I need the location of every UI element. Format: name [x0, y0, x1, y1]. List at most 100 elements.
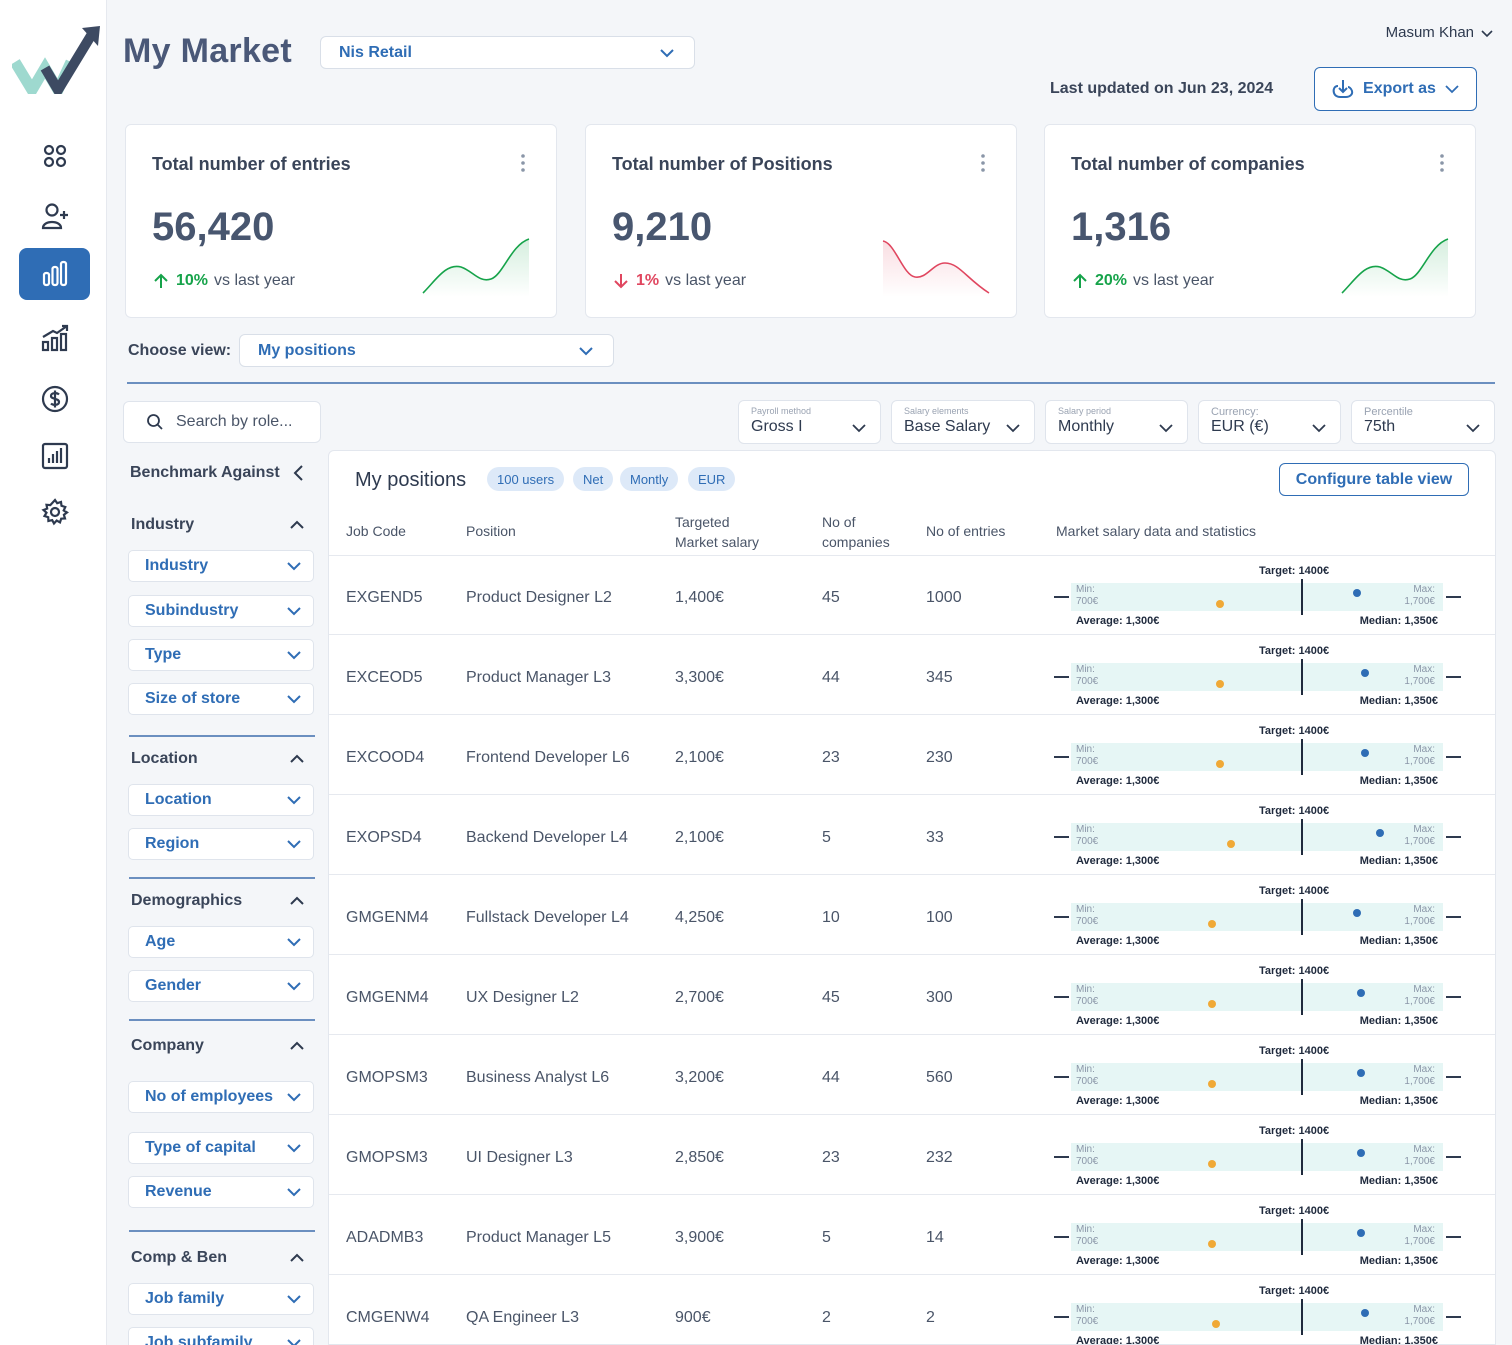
dashboard-icon[interactable] [19, 130, 90, 182]
table-row[interactable]: EXCEOD5 Product Manager L3 3,300€ 44 345 Targ… [329, 635, 1495, 715]
cell-job-code: CMGENW4 [346, 1309, 430, 1326]
payroll-method-select[interactable]: Payroll method Gross I [738, 400, 881, 444]
chevron-up-icon[interactable] [288, 1037, 306, 1055]
table-row[interactable]: GMOPSM3 UI Designer L3 2,850€ 23 232 Target: … [329, 1115, 1495, 1195]
filter-revenue[interactable]: Revenue [128, 1176, 314, 1208]
filter-no-of-employees[interactable]: No of employees [128, 1081, 314, 1113]
configure-table-button[interactable]: Configure table view [1279, 463, 1469, 496]
filter-industry[interactable]: Industry [128, 550, 314, 582]
table-row[interactable]: GMOPSM3 Business Analyst L6 3,200€ 44 560 Tar… [329, 1035, 1495, 1115]
target-label: Target: 1400€ [1259, 565, 1330, 577]
filter-job-family[interactable]: Job family [128, 1283, 314, 1315]
salary-elements-select[interactable]: Salary elements Base Salary [891, 400, 1035, 444]
max-label: Max: [1413, 584, 1435, 595]
user-name: Masum Khan [1385, 24, 1474, 41]
filter-type-of-capital[interactable]: Type of capital [128, 1132, 314, 1164]
average-marker [1208, 1000, 1217, 1008]
cell-targeted-salary: 3,200€ [675, 1069, 724, 1086]
target-label: Target: 1400€ [1259, 1205, 1330, 1217]
range-max: Max: 1,700€ [1404, 664, 1435, 688]
more-icon[interactable] [520, 153, 526, 173]
filter-gender[interactable]: Gender [128, 970, 314, 1002]
header-targeted-salary[interactable]: Targeted Market salary [675, 514, 760, 550]
section-comp-ben[interactable]: Comp & Ben [131, 1249, 227, 1266]
header-position[interactable]: Position [466, 523, 516, 539]
filter-label: Job subfamily [145, 1334, 253, 1345]
percentile-select[interactable]: Percentile 75th [1351, 400, 1495, 444]
range-whisker-left [1054, 836, 1069, 838]
table-row[interactable]: GMGENM4 UX Designer L2 2,700€ 45 300 Target: … [329, 955, 1495, 1035]
range-whisker-left [1054, 996, 1069, 998]
filter-label: Size of store [145, 690, 241, 707]
filter-size-of-store[interactable]: Size of store [128, 683, 314, 715]
filter-location[interactable]: Location [128, 784, 314, 816]
filter-label: Type of capital [145, 1139, 256, 1156]
table-row[interactable]: GMGENM4 Fullstack Developer L4 4,250€ 10 100… [329, 875, 1495, 955]
table-row[interactable]: EXOPSD4 Backend Developer L4 2,100€ 5 33 Targ… [329, 795, 1495, 875]
section-demographics[interactable]: Demographics [131, 892, 243, 909]
filter-label: Payroll method [751, 406, 812, 416]
range-bar [1071, 903, 1443, 931]
growth-chart-icon[interactable] [19, 312, 90, 364]
search-input[interactable]: Search by role... [123, 401, 321, 443]
average-marker [1208, 1160, 1217, 1168]
view-select-value: My positions [258, 341, 356, 359]
cell-targeted-salary: 900€ [675, 1309, 711, 1326]
filter-region[interactable]: Region [128, 828, 314, 860]
download-icon [1332, 80, 1354, 98]
max-value: 1,700€ [1404, 996, 1435, 1007]
filter-label: No of employees [145, 1088, 274, 1105]
settings-icon[interactable] [19, 486, 90, 538]
table-row[interactable]: CMGENW4 QA Engineer L3 900€ 2 2 Target: 1400€… [329, 1275, 1495, 1344]
filter-type[interactable]: Type [128, 639, 314, 671]
more-icon[interactable] [1439, 153, 1445, 173]
company-select[interactable]: Nis Retail [320, 36, 695, 69]
company-select-value: Nis Retail [339, 43, 412, 61]
export-button[interactable]: Export as [1314, 67, 1477, 111]
target-marker [1301, 1219, 1303, 1255]
salary-range-chart: Target: 1400€ Min: 700€ Max: 1,700€ Average: … [1054, 1035, 1464, 1115]
more-icon[interactable] [980, 153, 986, 173]
range-whisker-left [1054, 1236, 1069, 1238]
table-row[interactable]: ADADMB3 Product Manager L5 3,900€ 5 14 Target… [329, 1195, 1495, 1275]
min-value: 700€ [1076, 1236, 1099, 1247]
table-row[interactable]: EXGEND5 Product Designer L2 1,400€ 45 1000 Ta… [329, 555, 1495, 635]
min-value: 700€ [1076, 1076, 1099, 1087]
filter-age[interactable]: Age [128, 926, 314, 958]
max-label: Max: [1413, 1224, 1435, 1235]
view-select[interactable]: My positions [239, 334, 614, 367]
trend-percent: 20% [1095, 272, 1128, 289]
bar-chart-icon[interactable] [19, 248, 90, 300]
dollar-icon[interactable] [19, 373, 90, 425]
header-job-code[interactable]: Job Code [346, 523, 406, 539]
filter-subindustry[interactable]: Subindustry [128, 595, 314, 627]
chevron-up-icon[interactable] [288, 892, 306, 910]
table-row[interactable]: EXCOOD4 Frontend Developer L6 2,100€ 23 230 T… [329, 715, 1495, 795]
user-menu[interactable]: Masum Khan [1386, 24, 1494, 41]
target-label: Target: 1400€ [1259, 1125, 1330, 1137]
header-no-of-companies[interactable]: No of companies [822, 514, 890, 550]
average-label: Average: 1,300€ [1076, 615, 1160, 627]
salary-period-select[interactable]: Salary period Monthly [1045, 400, 1188, 444]
report-icon[interactable] [19, 430, 90, 482]
add-user-icon[interactable] [19, 190, 90, 242]
chevron-up-icon[interactable] [288, 516, 306, 534]
chevron-up-icon[interactable] [288, 750, 306, 768]
salary-range-chart: Target: 1400€ Min: 700€ Max: 1,700€ Average: … [1054, 555, 1464, 635]
range-bar [1071, 743, 1443, 771]
chevron-left-icon[interactable] [291, 464, 307, 482]
header-no-of-entries[interactable]: No of entries [926, 523, 1006, 539]
section-company[interactable]: Company [131, 1037, 204, 1054]
app-logo[interactable] [12, 24, 102, 94]
header-market-salary-stats[interactable]: Market salary data and statistics [1056, 523, 1256, 539]
currency-select[interactable]: Currency: EUR (€) [1198, 400, 1341, 444]
section-location[interactable]: Location [131, 750, 198, 767]
chevron-up-icon[interactable] [288, 1249, 306, 1267]
median-label: Median: 1,350€ [1359, 695, 1438, 707]
filter-job-subfamily[interactable]: Job subfamily [128, 1327, 314, 1345]
salary-range-chart: Target: 1400€ Min: 700€ Max: 1,700€ Average: … [1054, 875, 1464, 955]
median-label: Median: 1,350€ [1359, 855, 1438, 867]
section-industry[interactable]: Industry [131, 516, 195, 533]
average-marker [1208, 1240, 1217, 1248]
card-trend: 10% vs last year [152, 272, 295, 290]
